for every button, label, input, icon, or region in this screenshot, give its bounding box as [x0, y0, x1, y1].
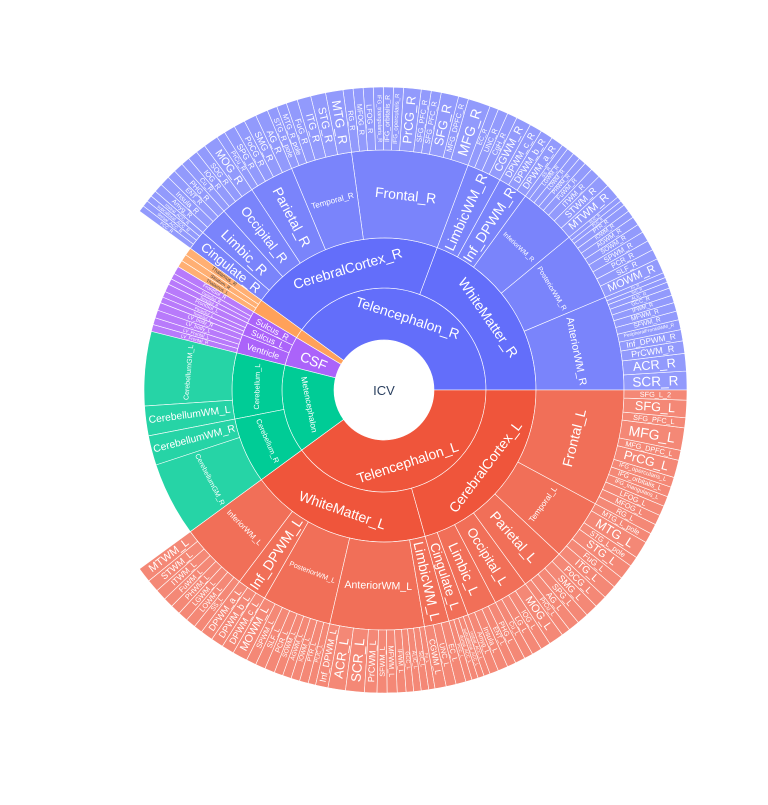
sunburst-label-scc-l: ScC_L — [417, 650, 425, 667]
sunburst-label-gcc-r: GCC_R — [631, 296, 651, 308]
sunburst-label-alic-r: ALIC_R — [630, 291, 647, 301]
sunburst-label-sfwm-l: SFWM_L — [378, 646, 387, 676]
sunburst-label-gcc-l: GCC_L — [403, 651, 411, 670]
sunburst-label-lfog-r: LFOG_R — [365, 104, 376, 134]
sunburst-label-sfg-l-2: SFG_L_2 — [640, 390, 671, 400]
sunburst-label-acr-l: ACR_L — [331, 637, 351, 680]
sunburst-label-ifg-triangularis-r: IFG_triangularis_R — [375, 95, 382, 143]
sunburst-label-mfog-r: MFOG_R — [355, 104, 367, 136]
sunburst-label-ifg-opercularis-r: IFG_opercularis_R — [393, 93, 401, 144]
sunburst-label-scr-r: SCR_R — [632, 373, 679, 389]
sunburst-label-frontal-r: Frontal_R — [374, 184, 437, 207]
sunburst-label-mfwm-l: MFWM_L — [386, 645, 396, 677]
sunburst-label-ifwm-l: IFWM_L — [396, 649, 404, 674]
sunburst-label-pcc-l: PCC_L — [456, 643, 465, 659]
sunburst-label-fx-l: Fx_L — [424, 653, 431, 664]
sunburst-segment-sfg-l-2[interactable] — [623, 389, 688, 401]
sunburst-label-ss-r: SS_R — [541, 165, 552, 178]
sunburst-label-rlic-r: RLIC_R — [589, 213, 602, 224]
sunburst-label-prcwm-l: PrCWM_L — [366, 640, 378, 682]
sunburst-label-fx-r: Fx_R — [630, 283, 640, 290]
sunburst-label-rg-r: RG_R — [346, 110, 357, 131]
sunburst-label-plic-r: PLIC_R — [591, 217, 604, 228]
sunburst-label-sfg-l: SFG_L — [634, 399, 675, 415]
sunburst-label-anteriorwm-l: AnteriorWM_L — [344, 579, 412, 593]
sunburst-label-prcg-r: PrCG_R — [400, 95, 418, 144]
sunburst-label-mfg-l: MFG_L — [628, 422, 677, 445]
sunburst-label-ifg-orbitalis-r: IFG_orbitalis_R — [384, 95, 392, 142]
sunburst-label-alic-l: ALIC_L — [410, 650, 418, 669]
sunburst-label-plic-l: PLIC_L — [314, 644, 324, 663]
sunburst-label-cerebellum-l: Cerebellum_L — [252, 363, 262, 409]
sunburst-label-acr-r: ACR_R — [632, 356, 676, 374]
sunburst-label-scc-r: ScC_R — [631, 287, 643, 295]
sunburst-label-scr-l: SCR_L — [348, 637, 367, 682]
root-label: ICV — [373, 383, 395, 398]
